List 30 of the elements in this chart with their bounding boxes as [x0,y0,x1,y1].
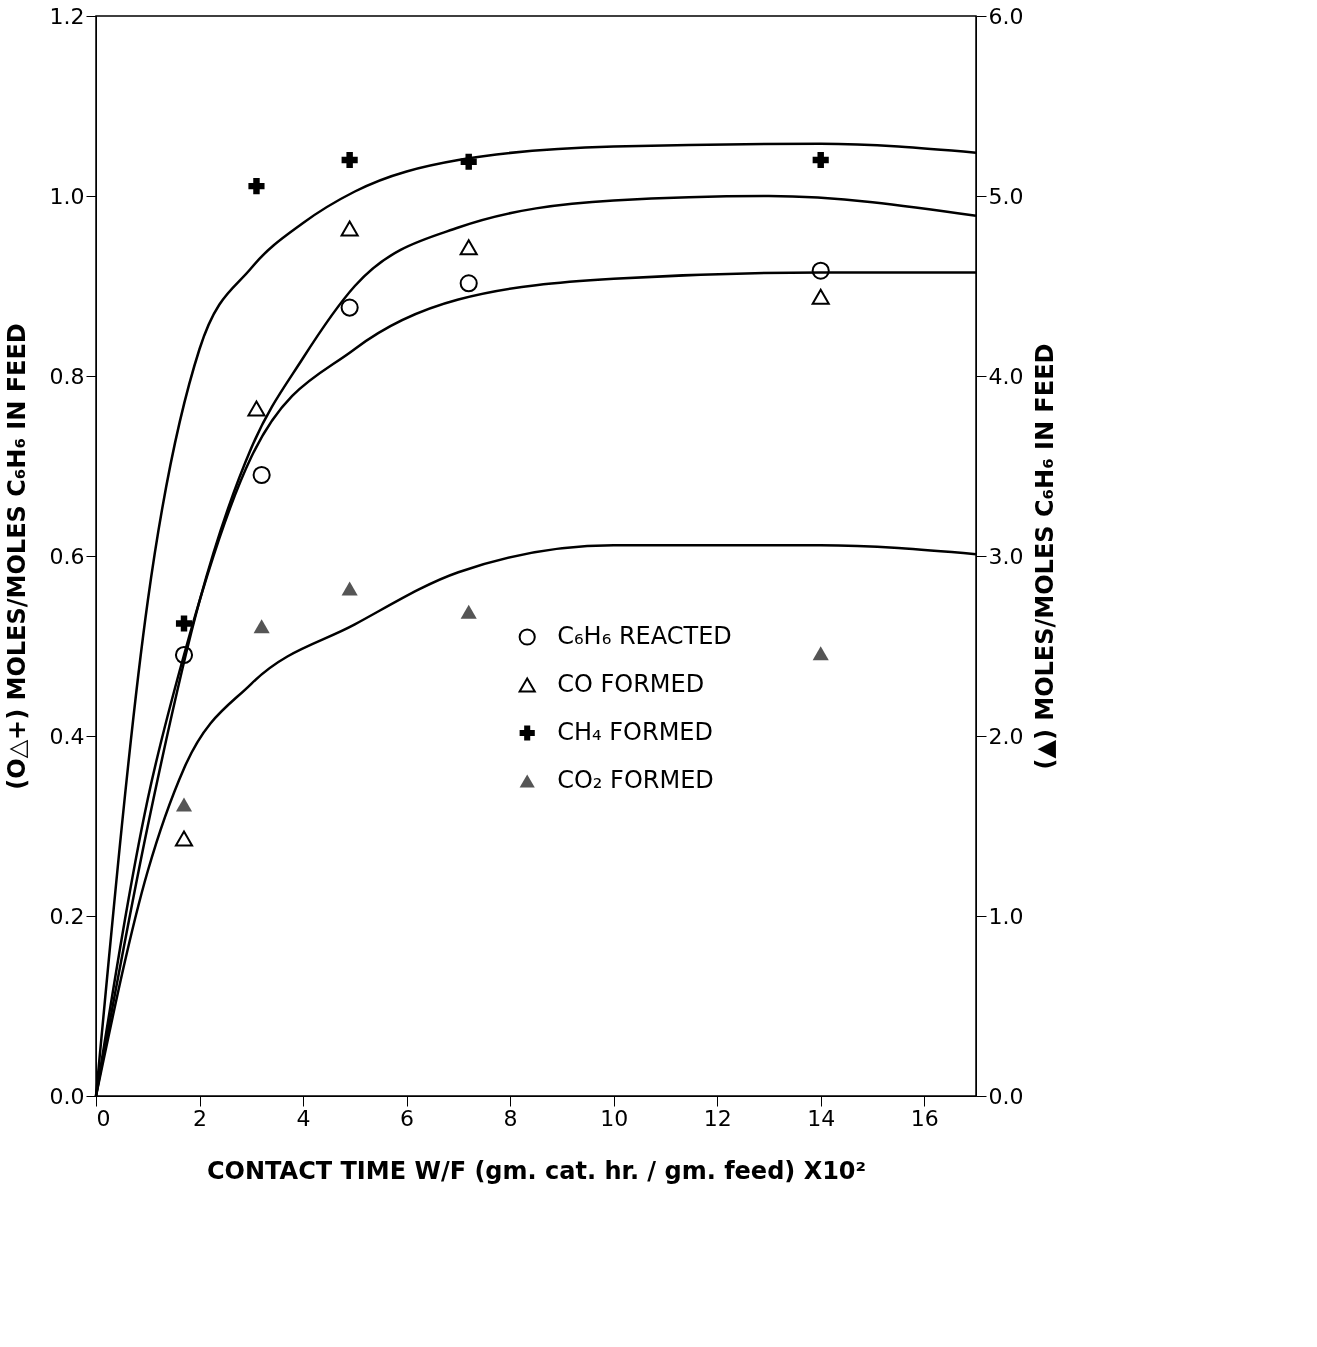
y-tick-label: 0.6 [49,543,85,569]
y-tick-label: 1.2 [49,3,85,29]
y-tick-label: 1.0 [49,183,85,209]
legend-label: CO FORMED [557,670,705,698]
y2-tick-label: 0.0 [988,1083,1024,1109]
x-tick-label: 2 [193,1105,208,1131]
y2-tick-label: 3.0 [988,543,1024,569]
x-axis-title: CONTACT TIME W/F (gm. cat. hr. / gm. feed) X10² [206,1156,867,1185]
x-tick-label: 10 [600,1105,629,1131]
x-tick-label: 14 [807,1105,836,1131]
y-tick-label: 0.2 [49,903,85,929]
y2-tick-label: 1.0 [988,903,1024,929]
y2-tick-label: 6.0 [988,3,1024,29]
x-tick-label: 0 [96,1105,111,1131]
x-tick-label: 4 [296,1105,311,1131]
x-tick-label: 12 [703,1105,732,1131]
x-tick-label: 6 [400,1105,415,1131]
y-tick-label: 0.8 [49,363,85,389]
legend-label: CO₂ FORMED [557,766,714,794]
y2-tick-label: 4.0 [988,363,1024,389]
y-tick-label: 0.4 [49,723,85,749]
y2-axis-title: (▲) MOLES/MOLES C₆H₆ IN FEED [1031,343,1060,770]
x-tick-label: 8 [503,1105,518,1131]
legend-label: CH₄ FORMED [557,718,713,746]
y2-tick-label: 5.0 [988,183,1024,209]
x-tick-label: 16 [910,1105,939,1131]
y-axis-title: (O△+) MOLES/MOLES C₆H₆ IN FEED [2,323,31,790]
legend-label: C₆H₆ REACTED [557,622,732,650]
y2-tick-label: 2.0 [988,723,1024,749]
y-tick-label: 0.0 [49,1083,85,1109]
